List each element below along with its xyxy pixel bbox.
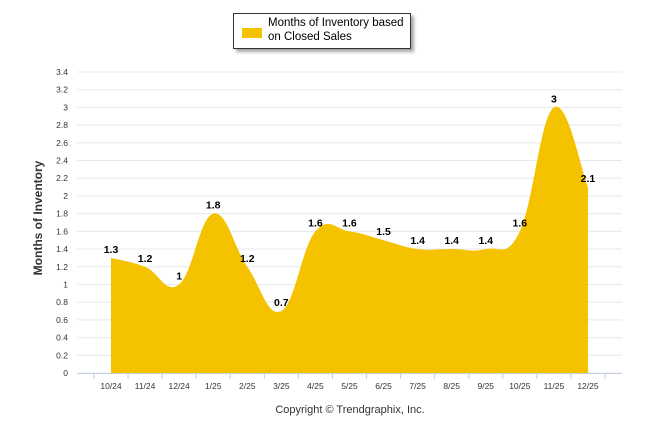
legend-label-line2: on Closed Sales	[268, 31, 352, 43]
x-tick-label: 4/25	[307, 381, 324, 391]
y-tick-label: 1	[63, 279, 68, 289]
legend-label: Months of Inventory based on Closed Sale…	[268, 16, 410, 44]
x-tick-label: 11/25	[544, 381, 565, 391]
legend-swatch	[242, 28, 262, 38]
credits: Copyright © Trendgraphix, Inc.	[275, 404, 424, 416]
data-label: 1.5	[376, 226, 391, 238]
grid-lines	[77, 71, 622, 374]
data-label: 1.3	[104, 244, 119, 256]
data-label: 1.8	[206, 200, 221, 212]
data-label: 1.2	[240, 253, 255, 265]
y-tick-label: 0	[63, 368, 68, 378]
y-tick-label: 0.4	[56, 333, 68, 343]
y-tick-label: 2.4	[56, 156, 68, 166]
y-tick-label: 1.8	[56, 209, 68, 219]
y-tick-label: 0.6	[56, 315, 68, 325]
y-tick-label: 2.2	[56, 173, 68, 183]
data-label: 2.1	[581, 173, 596, 185]
data-label: 1.4	[410, 235, 425, 247]
y-axis-title: Months of Inventory	[31, 160, 45, 275]
data-label: 1.2	[138, 253, 153, 265]
series-area-layer	[111, 106, 588, 373]
data-label: 1.4	[478, 235, 493, 247]
x-tick-label: 10/24	[100, 381, 122, 391]
legend-label-line1: Months of Inventory based	[268, 17, 404, 29]
y-tick-label: 2.6	[56, 138, 68, 148]
y-tick-label: 1.6	[56, 226, 68, 236]
y-tick-label: 1.4	[56, 244, 68, 254]
x-tick-label: 11/24	[135, 381, 156, 391]
x-tick-label: 10/25	[509, 381, 531, 391]
data-label: 1.6	[513, 217, 528, 229]
x-tick-label: 2/25	[239, 381, 256, 391]
y-tick-label: 1.2	[56, 262, 68, 272]
x-tick-label: 3/25	[273, 381, 290, 391]
x-tick-label: 1/25	[205, 381, 222, 391]
data-label: 1.6	[308, 217, 323, 229]
data-labels: 1.3 1.2 1 1.8 1.2 0.7 1.6 1.6 1.5 1.4 1.4 1.4 1.6 3 2.…	[104, 93, 596, 309]
y-tick-label: 0.8	[56, 297, 68, 307]
series-area[interactable]	[111, 106, 588, 373]
y-tick-label: 3	[63, 102, 68, 112]
y-axis-ticks: 0 0.2 0.4 0.6 0.8 1 1.2 1.4 1.6 1.8 2 2.2 2.4 2.6 2.8 3…	[56, 67, 68, 378]
y-tick-label: 0.2	[56, 350, 68, 360]
x-axis-ticks: 10/24 11/24 12/24 1/25 2/25 3/25 4/25 5/25 6/25 7…	[100, 381, 599, 391]
x-axis	[77, 373, 622, 379]
legend[interactable]: Months of Inventory based on Closed Sale…	[233, 13, 411, 49]
x-tick-label: 8/25	[443, 381, 460, 391]
x-tick-label: 12/25	[577, 381, 599, 391]
x-tick-label: 9/25	[477, 381, 494, 391]
data-label: 3	[551, 93, 557, 105]
y-tick-label: 3.4	[56, 67, 68, 77]
y-tick-label: 3.2	[56, 85, 68, 95]
y-tick-label: 2.8	[56, 120, 68, 130]
data-label: 1	[176, 270, 182, 282]
x-tick-label: 6/25	[375, 381, 392, 391]
x-tick-label: 12/24	[168, 381, 190, 391]
x-tick-label: 5/25	[341, 381, 358, 391]
data-label: 0.7	[274, 297, 289, 309]
data-label: 1.6	[342, 217, 357, 229]
x-tick-label: 7/25	[409, 381, 426, 391]
data-label: 1.4	[444, 235, 459, 247]
y-tick-label: 2	[63, 191, 68, 201]
